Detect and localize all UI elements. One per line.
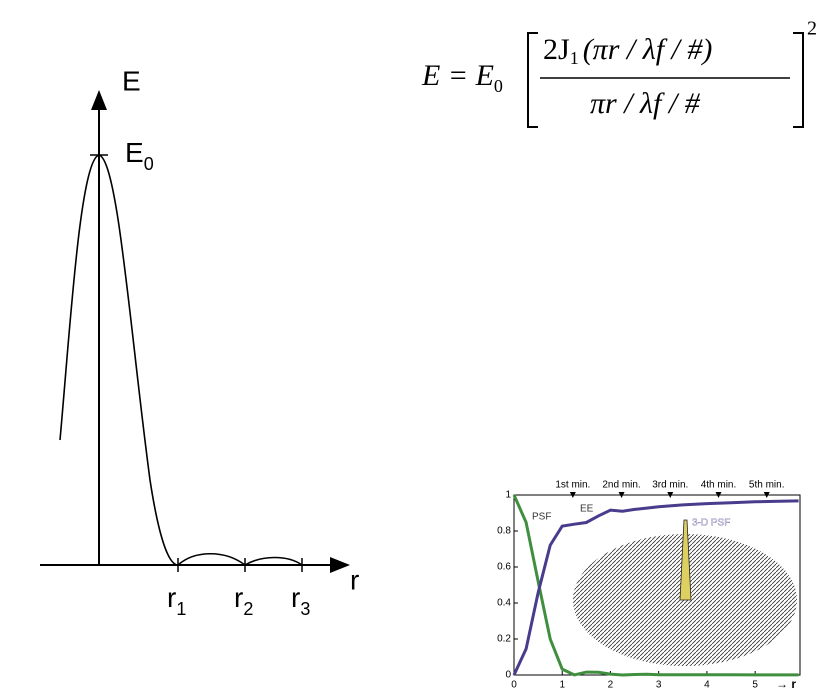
x-tick-label: 4: [704, 680, 710, 691]
y-tick-label: 0.2: [497, 634, 511, 645]
y-tick-label: 0.4: [497, 598, 511, 609]
series-label: EE: [580, 504, 594, 515]
y-tick-label: 0: [505, 670, 511, 681]
series-line: [512, 499, 799, 676]
y-axis-label: E: [122, 65, 141, 96]
min-label: 1st min.: [555, 480, 590, 491]
zero-label: r2: [234, 582, 253, 618]
exponent: 2: [807, 18, 817, 40]
x-tick-label: 0: [511, 680, 517, 691]
series-line: [512, 494, 799, 677]
min-marker: [715, 492, 722, 498]
x-tick-label: 1: [559, 680, 565, 691]
y-tick-label: 1: [505, 490, 511, 501]
denominator: πr / λf / #: [590, 87, 701, 120]
psf-spike: [679, 519, 692, 601]
x-tick-label: 2: [608, 680, 614, 691]
x-axis-label: → r: [776, 677, 796, 691]
airy-curve: [59, 154, 315, 566]
peak-label: E0: [125, 137, 154, 173]
min-label: 4th min.: [701, 480, 737, 491]
zero-label: r3: [291, 582, 310, 618]
min-label: 3rd min.: [652, 480, 688, 491]
x-tick-label: 5: [752, 680, 758, 691]
min-marker: [569, 492, 576, 498]
x-tick-label: 3: [656, 680, 662, 691]
zero-label: r1: [167, 582, 186, 618]
min-label: 2nd min.: [602, 480, 640, 491]
min-marker: [763, 492, 770, 498]
min-marker: [667, 492, 674, 498]
y-tick-label: 0.6: [497, 562, 511, 573]
equation-lhs: E = E0: [421, 59, 503, 96]
y-tick-label: 0.8: [497, 526, 511, 537]
min-marker: [618, 492, 625, 498]
brackets: [527, 32, 804, 128]
series-label: PSF: [532, 512, 551, 523]
inset-label: 3-D PSF: [692, 518, 730, 529]
min-label: 5th min.: [749, 480, 785, 491]
numerator: 2J1 (πr / λf / #): [543, 33, 712, 68]
x-axis-label: r: [350, 564, 359, 595]
